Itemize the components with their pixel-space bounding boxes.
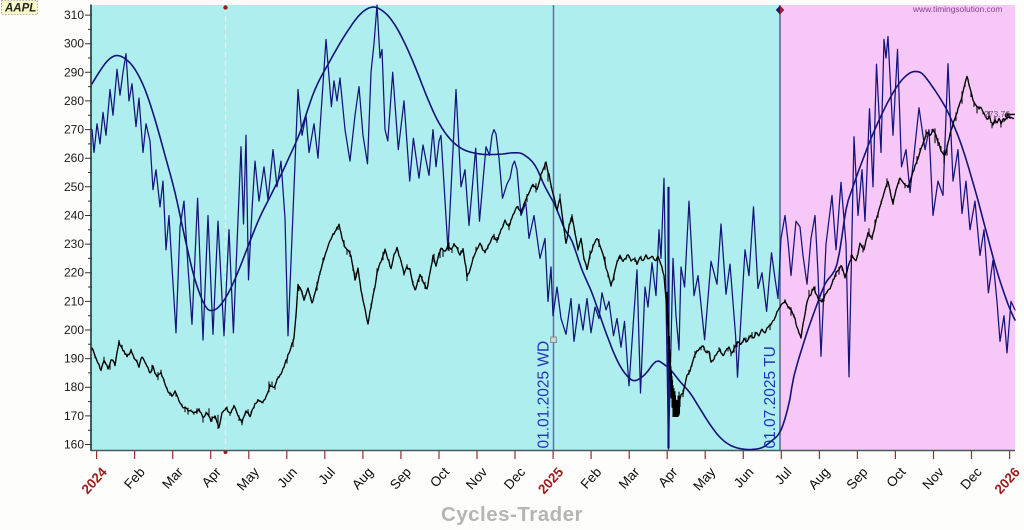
svg-text:280: 280 bbox=[64, 94, 84, 108]
svg-text:270: 270 bbox=[64, 123, 84, 137]
svg-text:AAPL: AAPL bbox=[4, 3, 36, 15]
svg-text:300: 300 bbox=[64, 37, 84, 51]
svg-text:230: 230 bbox=[64, 237, 84, 251]
svg-text:170: 170 bbox=[64, 409, 84, 423]
svg-text:01.07.2025 TU: 01.07.2025 TU bbox=[762, 346, 779, 448]
svg-text:200: 200 bbox=[64, 323, 84, 337]
svg-text:www.timingsolution.com: www.timingsolution.com bbox=[912, 4, 1002, 14]
svg-text:250: 250 bbox=[64, 180, 84, 194]
svg-text:190: 190 bbox=[64, 352, 84, 366]
svg-text:240: 240 bbox=[64, 209, 84, 223]
svg-text:180: 180 bbox=[64, 380, 84, 394]
svg-text:220: 220 bbox=[64, 266, 84, 280]
svg-text:210: 210 bbox=[64, 294, 84, 308]
svg-text:273.76: 273.76 bbox=[984, 109, 1010, 119]
svg-text:290: 290 bbox=[64, 65, 84, 79]
svg-text:01.01.2025 WD: 01.01.2025 WD bbox=[536, 341, 553, 449]
svg-text:160: 160 bbox=[64, 438, 84, 452]
svg-text:Cycles-Trader: Cycles-Trader bbox=[441, 503, 583, 526]
svg-text:310: 310 bbox=[64, 8, 84, 22]
svg-text:260: 260 bbox=[64, 151, 84, 165]
